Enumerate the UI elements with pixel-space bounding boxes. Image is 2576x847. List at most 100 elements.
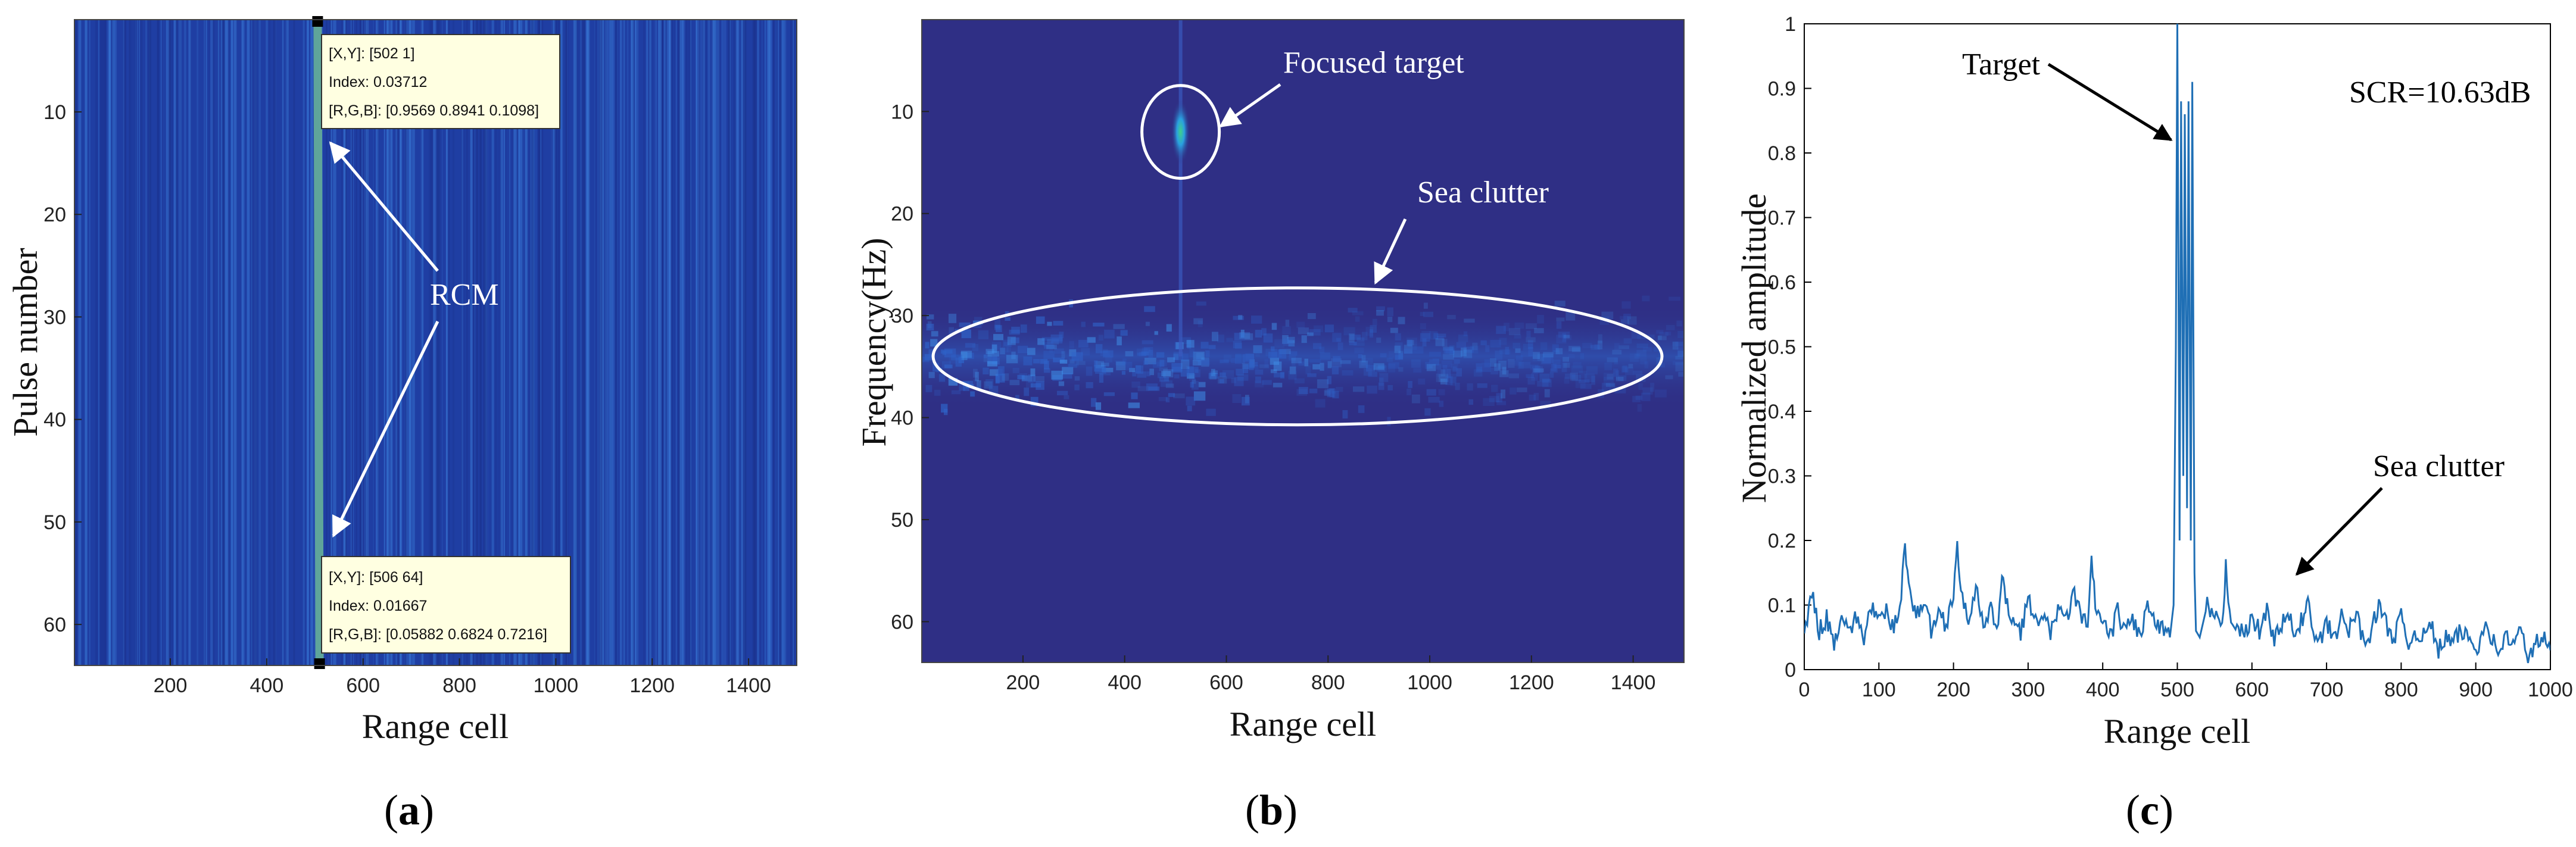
range-stripe [285, 20, 287, 665]
range-stripe [204, 20, 205, 665]
clutter-cell [1353, 342, 1365, 346]
range-stripe [161, 20, 162, 665]
y-tick-label: 30 [891, 305, 913, 327]
range-stripe [453, 20, 455, 665]
clutter-cell [987, 361, 997, 367]
clutter-cell [1273, 383, 1283, 387]
clutter-cell [1180, 337, 1192, 345]
clutter-cell [1197, 320, 1203, 327]
clutter-cell [1271, 349, 1282, 358]
clutter-cell [1496, 326, 1506, 334]
clutter-cell [1212, 332, 1218, 342]
range-stripe [99, 20, 102, 665]
panel-a-ylabel: Pulse number [6, 248, 45, 436]
clutter-cell [994, 319, 1000, 329]
range-stripe [599, 20, 601, 665]
panel-b-clutter-ellipse [931, 286, 1664, 427]
clutter-cell [1348, 308, 1358, 312]
panel-b-xlabel: Range cell [1230, 705, 1376, 743]
clutter-cell [1086, 382, 1093, 389]
clutter-cell [1436, 336, 1444, 340]
range-stripe [597, 20, 599, 665]
clutter-cell [1604, 362, 1613, 370]
range-stripe [171, 20, 173, 665]
clutter-cell [1675, 341, 1684, 347]
clutter-cell [1614, 386, 1626, 393]
clutter-cell [1291, 358, 1302, 364]
clutter-cell [1496, 401, 1507, 405]
clutter-cell [1268, 352, 1278, 359]
clutter-cell [1103, 392, 1115, 396]
datatip-bottom-line3: [R,G,B]: [0.05882 0.6824 0.7216] [329, 626, 547, 643]
clutter-cell [1568, 346, 1580, 352]
clutter-cell [1440, 369, 1445, 377]
clutter-cell [1504, 323, 1510, 332]
clutter-cell [1447, 315, 1456, 320]
x-tick-label: 600 [2235, 679, 2269, 701]
range-stripe [412, 20, 415, 665]
clutter-cell [1187, 373, 1195, 379]
range-stripe [470, 20, 473, 665]
clutter-cell [1057, 390, 1068, 396]
clutter-cell [1514, 322, 1524, 329]
clutter-cell [1206, 408, 1216, 416]
range-stripe [359, 20, 362, 665]
range-stripe [721, 20, 724, 665]
range-stripe [463, 20, 464, 665]
x-tick-label: 300 [2011, 679, 2045, 701]
clutter-cell [1619, 315, 1628, 320]
range-stripe [162, 20, 164, 665]
clutter-cell [983, 354, 987, 358]
clutter-cell [1219, 379, 1224, 384]
clutter-cell [1436, 364, 1442, 370]
range-stripe [781, 20, 783, 665]
range-stripe [224, 20, 226, 665]
clutter-cell [1477, 383, 1487, 388]
range-stripe [631, 20, 634, 665]
x-tick-label: 700 [2310, 679, 2344, 701]
clutter-cell [1246, 364, 1259, 370]
clutter-cell [1081, 348, 1090, 356]
clutter-cell [1238, 315, 1243, 320]
sea-clutter-arrow-c [2295, 487, 2383, 576]
clutter-cell [1041, 337, 1052, 341]
clutter-cell [1253, 345, 1262, 354]
range-stripe [582, 20, 584, 665]
clutter-cell [1274, 372, 1284, 378]
range-stripe [169, 20, 171, 665]
range-stripe [773, 20, 775, 665]
range-stripe [657, 20, 661, 665]
clutter-cell [1494, 363, 1501, 371]
range-stripe [714, 20, 716, 665]
range-stripe [752, 20, 754, 665]
clutter-cell [996, 325, 1002, 332]
range-stripe [366, 20, 369, 665]
clutter-cell [1232, 394, 1242, 403]
range-stripe [266, 20, 268, 665]
clutter-cell [1612, 349, 1622, 355]
clutter-cell [1242, 362, 1250, 369]
range-stripe [587, 20, 590, 665]
range-stripe [503, 20, 506, 665]
x-tick-label: 900 [2459, 679, 2493, 701]
clutter-cell [973, 368, 978, 378]
clutter-cell [1188, 367, 1199, 373]
clutter-cell [1159, 367, 1168, 371]
clutter-cell [1307, 373, 1317, 377]
range-stripe [658, 20, 660, 665]
range-stripe [365, 20, 368, 665]
range-stripe [293, 20, 295, 665]
clutter-cell [1037, 338, 1045, 345]
clutter-cell [1009, 380, 1020, 386]
clutter-cell [1024, 387, 1030, 396]
clutter-cell [1327, 388, 1334, 398]
range-stripe [361, 20, 365, 665]
rcm-arrow-up [329, 141, 439, 272]
clutter-cell [1359, 360, 1368, 368]
range-stripe [581, 20, 582, 665]
panel-b-target-ellipse [1140, 84, 1221, 180]
range-stripe [252, 20, 254, 665]
range-stripe [666, 20, 669, 665]
clutter-cell [1011, 326, 1020, 334]
range-stripe [204, 20, 205, 665]
